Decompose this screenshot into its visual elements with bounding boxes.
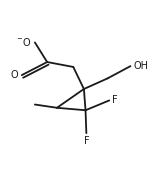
Text: OH: OH	[134, 61, 149, 71]
Text: $^{-}$O: $^{-}$O	[15, 36, 31, 48]
Text: O: O	[11, 70, 18, 80]
Text: F: F	[84, 136, 89, 146]
Text: F: F	[112, 95, 118, 105]
